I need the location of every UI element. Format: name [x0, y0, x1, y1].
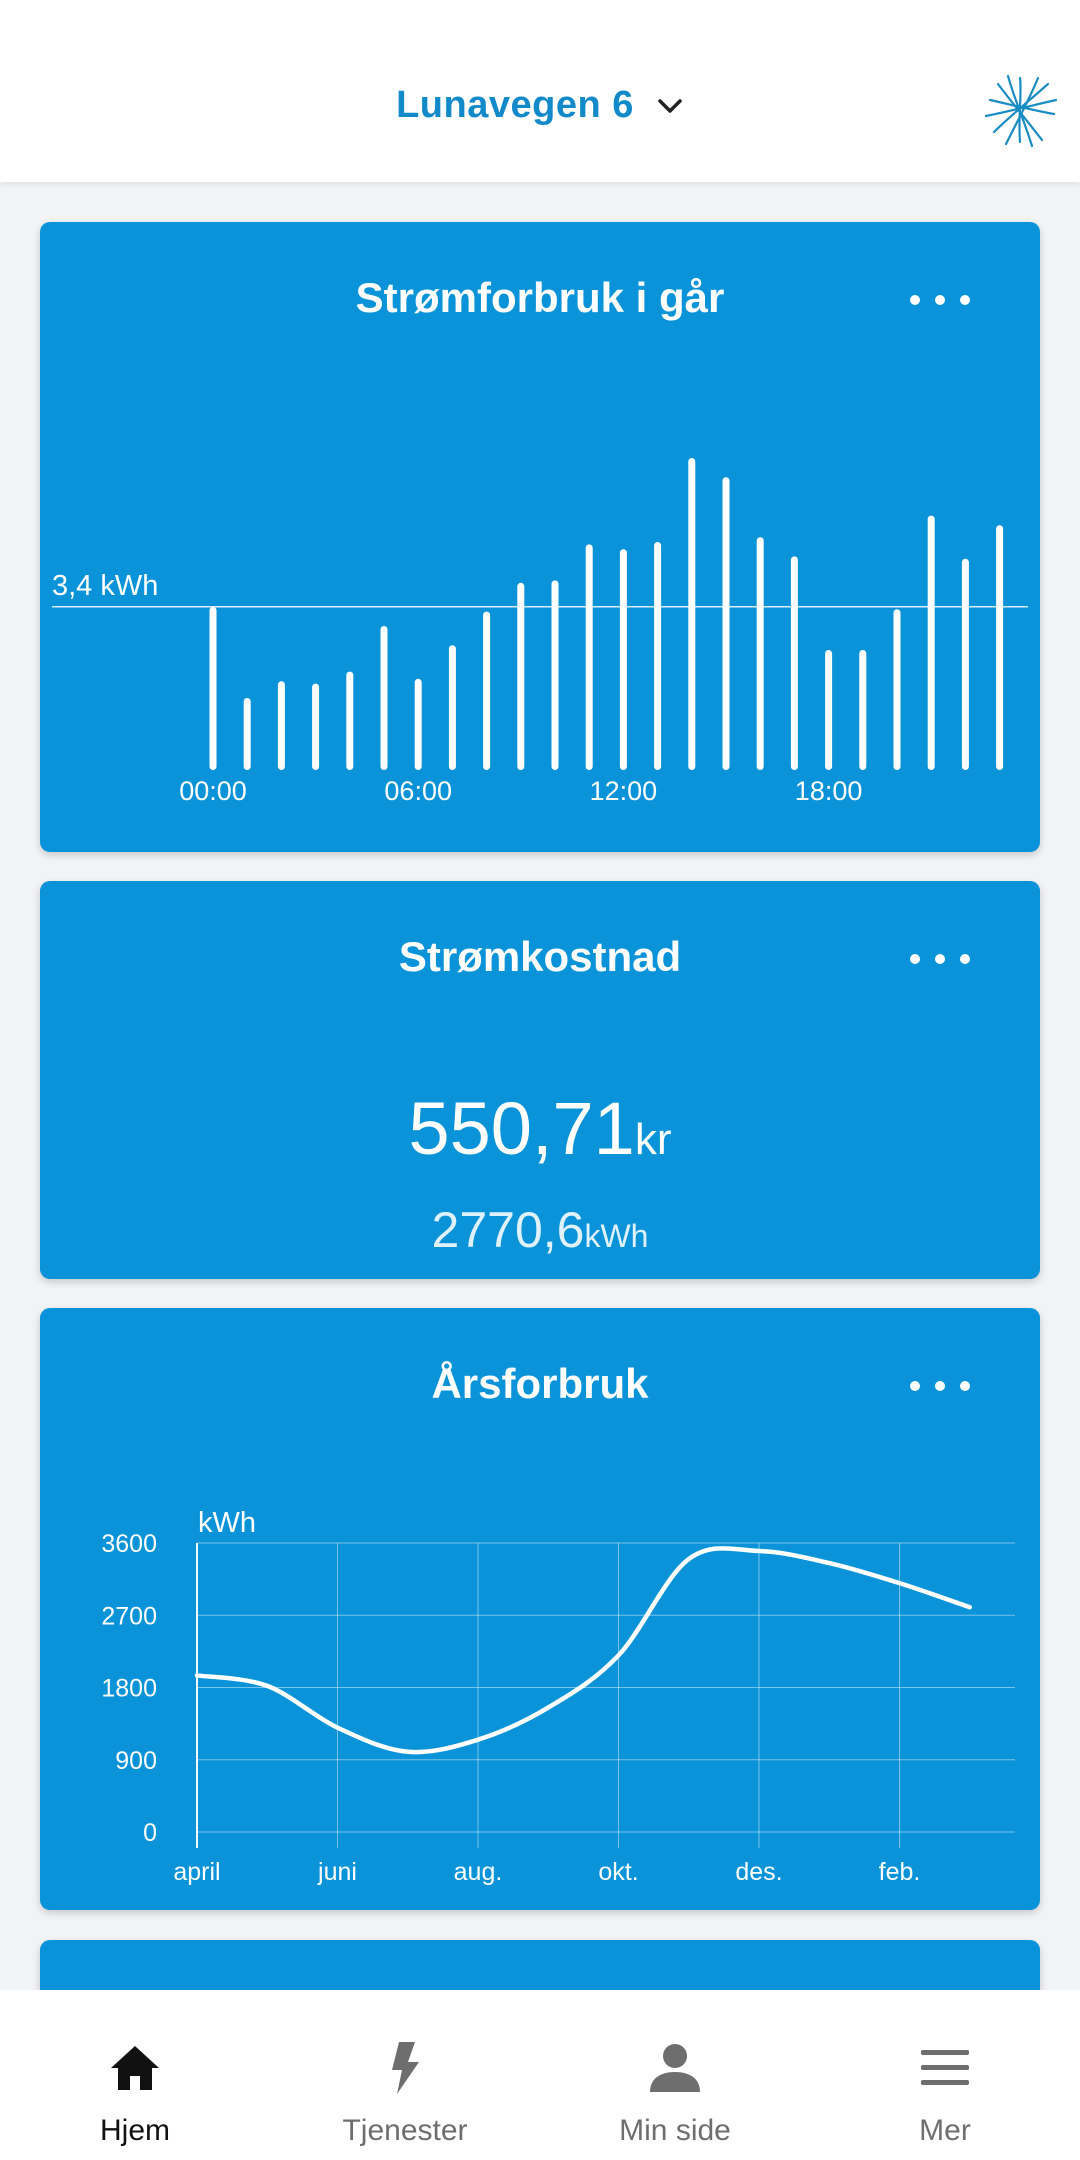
- energy-unit: kWh: [584, 1218, 649, 1254]
- bar-09: [517, 582, 525, 770]
- bar-15: [722, 477, 730, 770]
- nav-label: Min side: [619, 2114, 731, 2147]
- card-title: Strømforbruk i går: [355, 274, 725, 321]
- bar-03: [312, 683, 320, 770]
- y-tick-label: 900: [115, 1747, 157, 1775]
- bar-01: [243, 698, 251, 770]
- card-title: Årsforbruk: [431, 1360, 649, 1407]
- bar-00: [209, 606, 217, 770]
- cost-value: 550,71: [408, 1087, 635, 1170]
- bar-23: [996, 525, 1004, 770]
- starburst-logo-icon[interactable]: [980, 70, 1060, 150]
- bar-20: [893, 609, 901, 770]
- nav-label: Mer: [919, 2114, 971, 2147]
- nav-item-my-page[interactable]: Min side: [540, 1990, 810, 2160]
- consumption-card[interactable]: Strømforbruk i går 3,4 kWh 00:00 06:00 12:0…: [40, 222, 1040, 852]
- cost-unit: kr: [634, 1115, 672, 1164]
- consumption-bar-chart: 3,4 kWh 00:00 06:00 12:00 18:00: [52, 458, 1028, 806]
- nav-label: Hjem: [99, 2114, 170, 2147]
- address-selector[interactable]: Lunavegen 6: [0, 84, 1080, 127]
- bar-21: [927, 515, 935, 770]
- x-tick-label: 06:00: [384, 776, 452, 806]
- average-label: 3,4 kWh: [52, 570, 158, 602]
- bar-18: [825, 650, 833, 770]
- energy-value: 2770,6: [431, 1202, 585, 1258]
- cost-card[interactable]: Strømkostnad 550,71kr 2770,6kWh: [40, 881, 1040, 1279]
- x-tick-label: juni: [317, 1858, 357, 1886]
- bar-06: [414, 678, 422, 770]
- series-line: [194, 1546, 972, 1755]
- x-tick-label: aug.: [454, 1858, 503, 1886]
- x-tick-label: feb.: [879, 1858, 921, 1886]
- bar-19: [859, 650, 867, 770]
- menu-icon: [921, 2050, 969, 2085]
- y-tick-label: 0: [143, 1819, 157, 1847]
- bar-17: [790, 556, 798, 770]
- x-tick-label: 18:00: [795, 776, 863, 806]
- x-tick-label: 12:00: [590, 776, 658, 806]
- nav-item-services[interactable]: Tjenester: [270, 1990, 540, 2160]
- nav-item-home[interactable]: Hjem: [0, 1990, 270, 2160]
- y-tick-label: 2700: [101, 1602, 157, 1630]
- more-dots-icon[interactable]: [910, 939, 970, 979]
- bar-13: [654, 542, 662, 770]
- yearly-card[interactable]: Årsforbruk 0 900 1800 2700 3600 kWh april juni a…: [40, 1308, 1040, 1910]
- bar-04: [346, 671, 354, 770]
- bar-11: [585, 544, 593, 770]
- x-tick-label: april: [173, 1858, 220, 1886]
- x-tick-label: 00:00: [179, 776, 247, 806]
- bar-10: [551, 580, 559, 770]
- bar-07: [448, 645, 456, 770]
- home-icon: [111, 2046, 159, 2090]
- cost-energy: 2770,6kWh: [40, 1201, 1040, 1259]
- nav-item-more[interactable]: Mer: [810, 1990, 1080, 2160]
- nav-label: Tjenester: [342, 2114, 468, 2147]
- bar-02: [277, 681, 285, 770]
- person-icon: [650, 2044, 700, 2092]
- bar-14: [688, 458, 696, 770]
- y-tick-label: 3600: [101, 1530, 157, 1558]
- address-label: Lunavegen 6: [396, 84, 634, 126]
- x-tick-label: des.: [735, 1858, 782, 1886]
- bar-22: [961, 558, 969, 770]
- more-dots-icon[interactable]: [910, 1366, 970, 1406]
- app-header: Lunavegen 6: [0, 0, 1080, 182]
- x-tick-label: okt.: [598, 1858, 638, 1886]
- y-tick-label: 1800: [101, 1675, 157, 1703]
- bar-12: [619, 549, 627, 770]
- bar-05: [380, 626, 388, 770]
- bar-08: [483, 611, 491, 770]
- cost-amount: 550,71kr: [40, 1086, 1040, 1171]
- card-title: Strømkostnad: [398, 933, 682, 980]
- yearly-line-chart: 0 900 1800 2700 3600 kWh april juni aug. okt. des.…: [101, 1507, 1015, 1886]
- lightning-icon: [392, 2042, 419, 2094]
- bottom-navigation: Hjem Tjenester Min side Mer: [0, 1990, 1080, 2160]
- bar-16: [756, 537, 764, 770]
- chevron-down-icon: [658, 98, 682, 113]
- more-dots-icon[interactable]: [910, 280, 970, 320]
- y-axis-label: kWh: [198, 1507, 256, 1539]
